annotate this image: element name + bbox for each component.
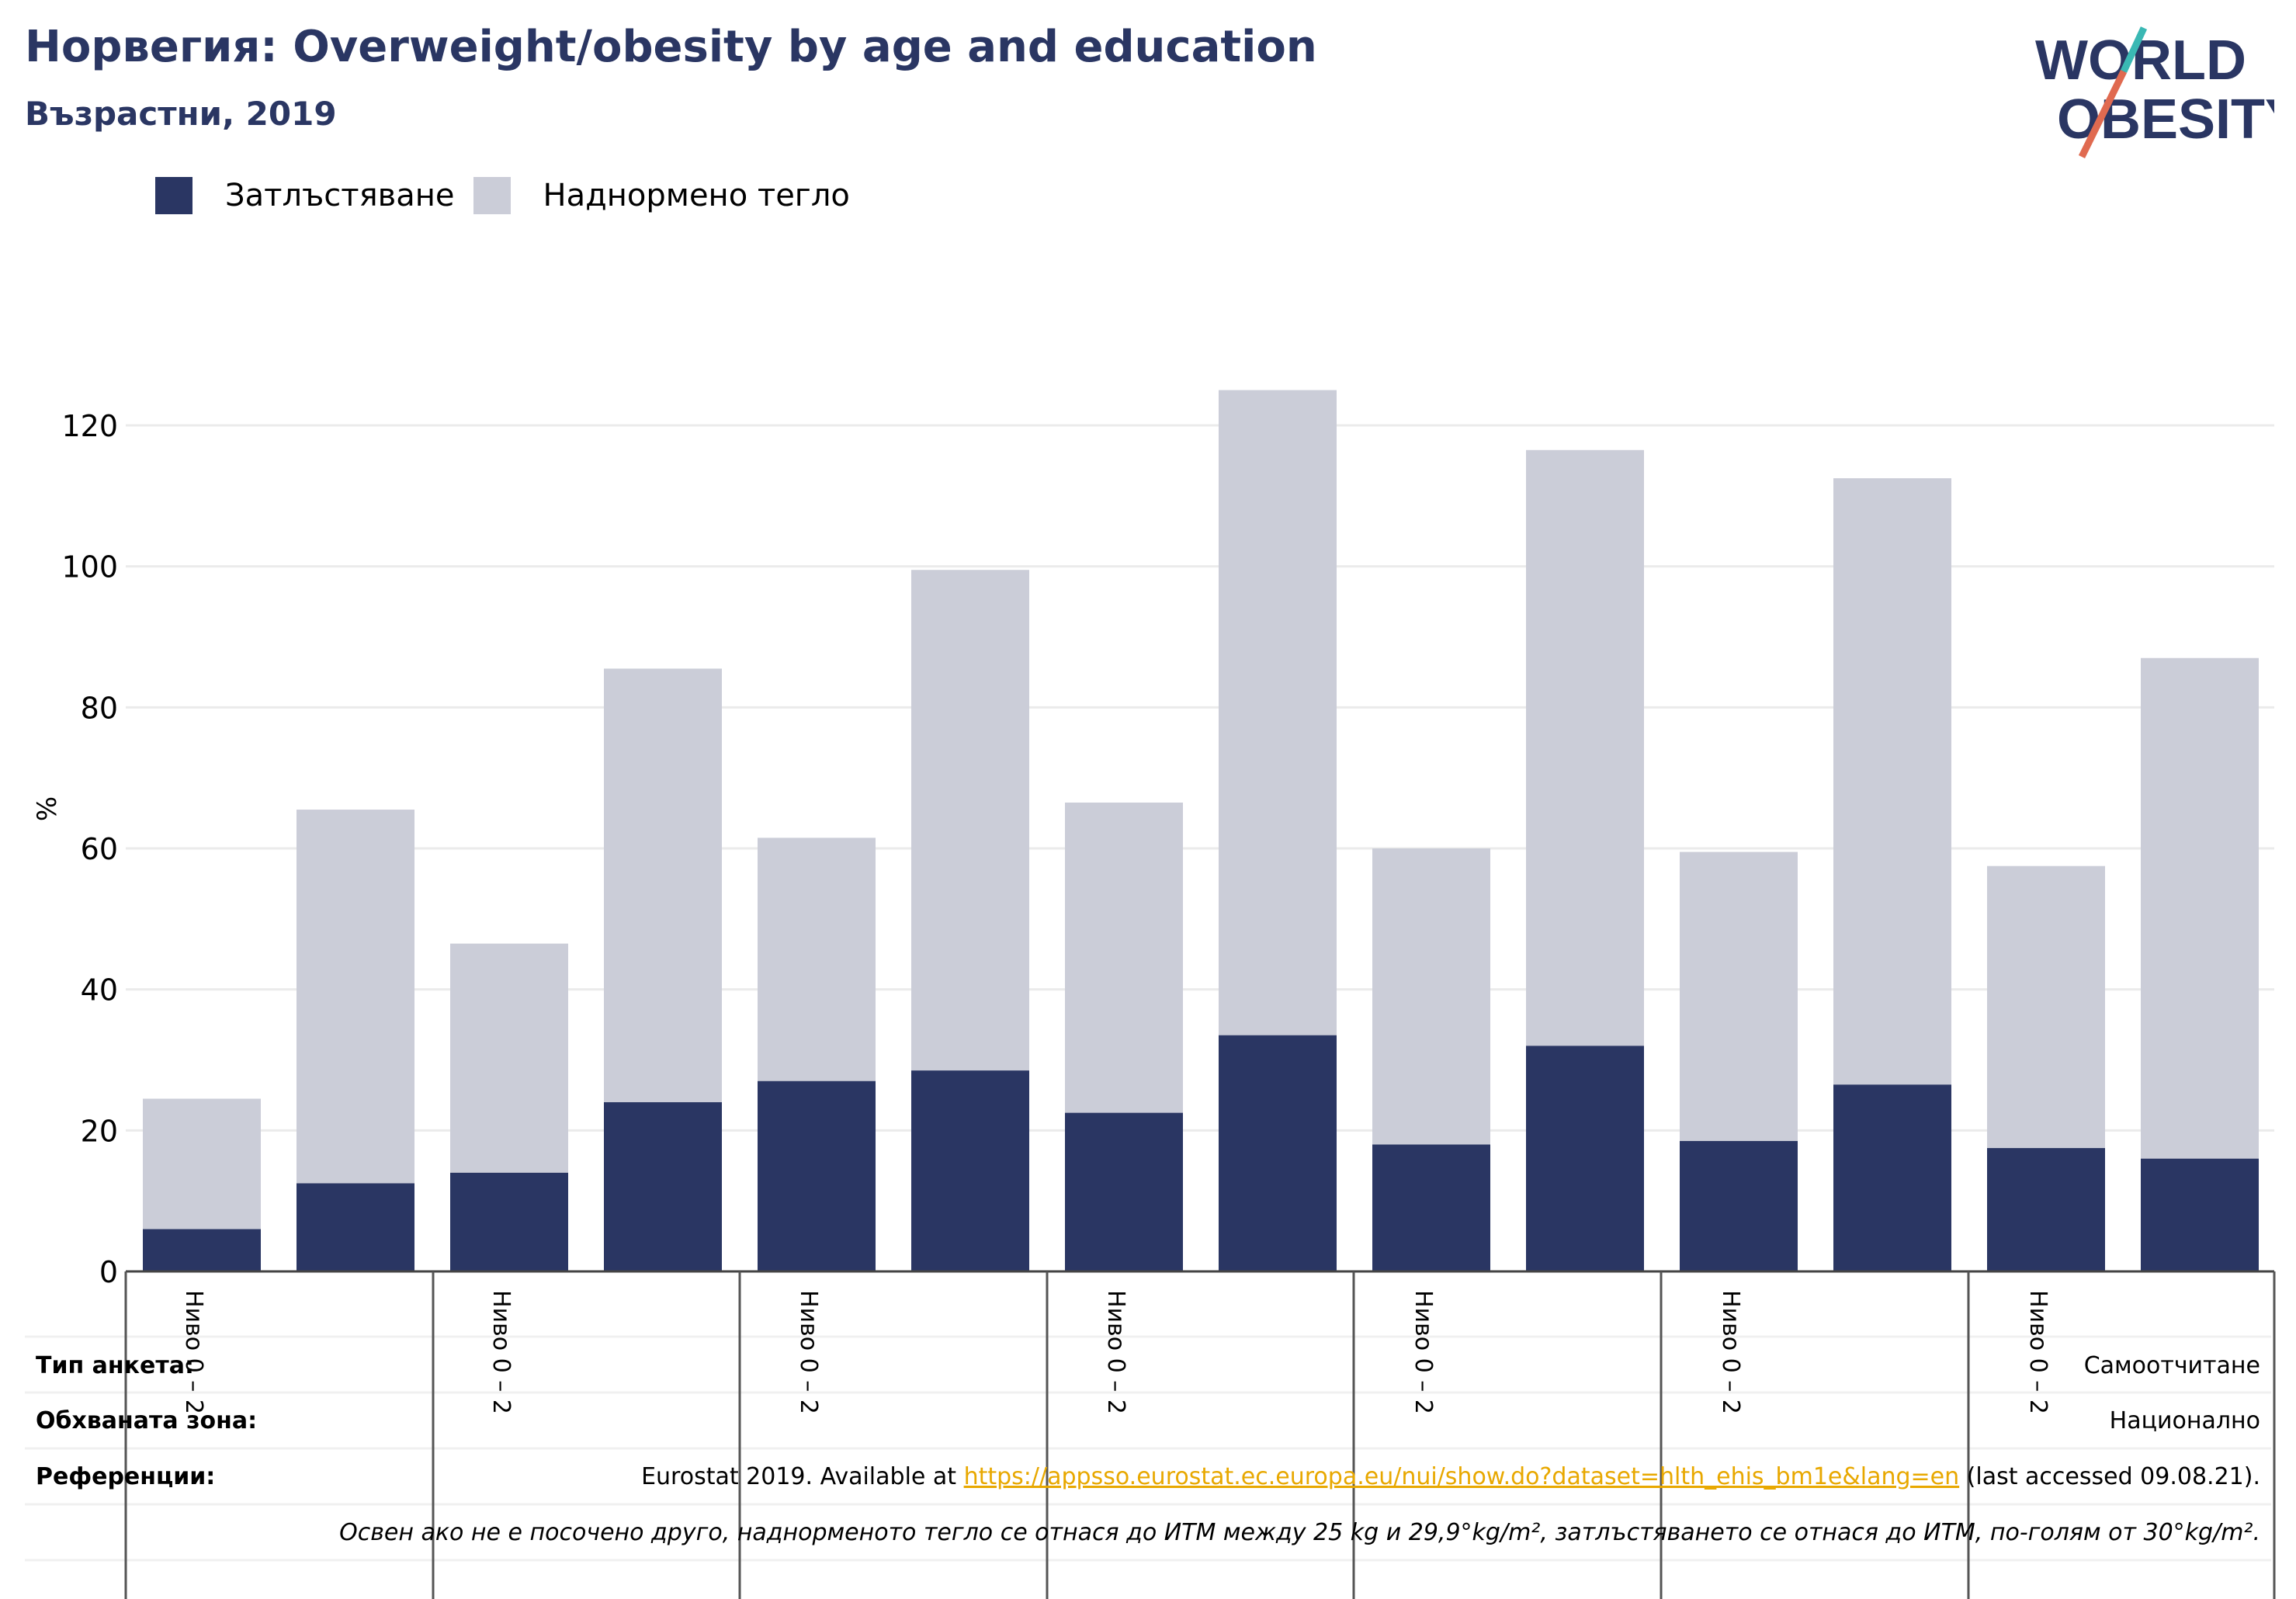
- bar-obesity: [1987, 1148, 2105, 1271]
- bar-obesity: [758, 1080, 876, 1271]
- bar-obesity: [297, 1183, 414, 1271]
- references-label: Референции:: [36, 1463, 216, 1490]
- survey-type-value: Самоотчитане: [2083, 1352, 2260, 1379]
- bar-obesity: [1680, 1140, 1798, 1271]
- logo-slash-red: [2078, 70, 2128, 158]
- bar-overweight: [1833, 478, 1951, 1085]
- y-tick-label: 60: [81, 832, 118, 866]
- legend-label-overweight: Наднормено тегло: [543, 178, 850, 213]
- bar-overweight: [1526, 449, 1644, 1046]
- legend-item-overweight: Наднормено тегло: [473, 177, 850, 214]
- chart-title: Норвегия: Overweight/obesity by age and …: [25, 22, 1317, 72]
- y-tick-label: 80: [81, 691, 118, 725]
- references-link[interactable]: https://appsso.eurostat.ec.europa.eu/nui…: [963, 1463, 1960, 1490]
- bar-overweight: [143, 1098, 261, 1230]
- bar-obesity: [1372, 1144, 1490, 1271]
- bar-overweight: [1680, 852, 1798, 1141]
- references-prefix: Eurostat 2019. Available at: [641, 1463, 964, 1490]
- bar-overweight: [1065, 802, 1183, 1113]
- references-suffix: (last accessed 09.08.21).: [1959, 1463, 2260, 1490]
- bar-obesity: [450, 1172, 568, 1271]
- bar-obesity: [604, 1102, 722, 1271]
- legend-label-obesity: Затлъстяване: [225, 178, 455, 213]
- survey-type-label: Тип анкета:: [36, 1352, 194, 1379]
- bar-obesity: [1526, 1046, 1644, 1271]
- bar-overweight: [297, 810, 414, 1184]
- x-group-label: Ниво 0 – 2: [795, 1290, 822, 1414]
- footnote: Освен ако не е посочено друго, наднормен…: [339, 1519, 2260, 1546]
- y-tick-label: 40: [81, 973, 118, 1008]
- bar-obesity: [2141, 1158, 2259, 1271]
- chart-subtitle: Възрастни, 2019: [25, 95, 337, 133]
- bar-obesity: [1219, 1035, 1337, 1271]
- legend-swatch-obesity: [155, 177, 192, 214]
- x-group-label: Ниво 0 – 2: [1717, 1290, 1744, 1414]
- bar-overweight: [758, 838, 876, 1081]
- bar-overweight: [2141, 657, 2259, 1159]
- bar-overweight: [450, 943, 568, 1173]
- bar-overweight: [1372, 848, 1490, 1145]
- coverage-label: Обхваната зона:: [36, 1407, 258, 1434]
- coverage-value: Национално: [2109, 1407, 2260, 1434]
- bar-overweight: [1987, 865, 2105, 1149]
- bar-overweight: [911, 570, 1029, 1071]
- references-value: Eurostat 2019. Available at https://apps…: [641, 1463, 2260, 1490]
- x-group-label: Ниво 0 – 2: [2024, 1290, 2051, 1414]
- y-tick-label: 20: [81, 1114, 118, 1148]
- y-tick-label: 120: [61, 409, 118, 443]
- y-tick-label: 0: [99, 1255, 118, 1289]
- x-group-label: Ниво 0 – 2: [487, 1290, 515, 1414]
- logo-slash-teal: [2120, 26, 2148, 73]
- bar-obesity: [911, 1070, 1029, 1271]
- bar-obesity: [1065, 1112, 1183, 1271]
- chart-legend: Затлъстяване Наднормено тегло: [155, 177, 869, 214]
- legend-swatch-overweight: [473, 177, 511, 214]
- y-axis-label: %: [32, 796, 63, 821]
- x-group-label: Ниво 0 – 2: [1410, 1290, 1437, 1414]
- legend-item-obesity: Затлъстяване: [155, 177, 455, 214]
- bar-obesity: [1833, 1084, 1951, 1271]
- x-group-label: Ниво 0 – 2: [1102, 1290, 1129, 1414]
- bar-overweight: [1219, 390, 1337, 1035]
- x-group-label: Ниво 0 – 2: [180, 1290, 207, 1414]
- bar-overweight: [604, 668, 722, 1102]
- y-tick-label: 100: [61, 550, 118, 584]
- bar-obesity: [143, 1229, 261, 1271]
- world-obesity-logo: WORLD OBESITY: [2035, 26, 2274, 158]
